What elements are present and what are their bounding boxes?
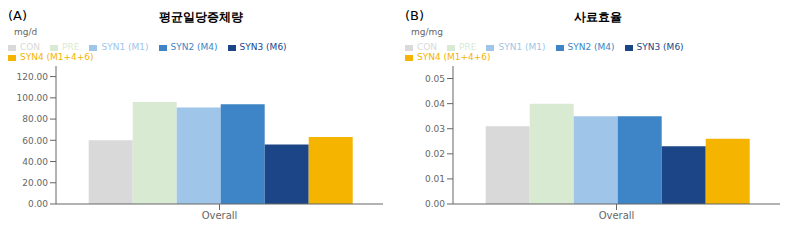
- svg-text:0.05: 0.05: [425, 74, 445, 84]
- html-text:SYN2 (M4): SYN2 (M4): [567, 42, 615, 52]
- svg-text:20.00: 20.00: [22, 178, 48, 188]
- html-text:SYN4 (M1+4+6): SYN4 (M1+4+6): [417, 52, 491, 62]
- svg-text:120.00: 120.00: [17, 72, 49, 82]
- svg-text:Overall: Overall: [599, 210, 635, 221]
- svg-text:0.03: 0.03: [425, 124, 445, 134]
- svg-text:0.00: 0.00: [28, 199, 48, 209]
- html-text:SYN3 (M6): SYN3 (M6): [239, 42, 287, 52]
- svg-text:60.00: 60.00: [22, 136, 48, 146]
- html-text:SYN1 (M1): SYN1 (M1): [498, 42, 546, 52]
- html-text:사료효율: 사료효율: [573, 10, 622, 24]
- html-text:mg/mg: mg/mg: [411, 27, 443, 37]
- html-text:평균일당증체량: 평균일당증체량: [158, 10, 243, 24]
- html-text:mg/d: mg/d: [14, 27, 38, 37]
- html-text:(B): (B): [405, 8, 425, 23]
- html-text:SYN2 (M4): SYN2 (M4): [170, 42, 218, 52]
- svg-text:100.00: 100.00: [17, 93, 49, 103]
- svg-text:0.01: 0.01: [425, 174, 445, 184]
- html-text:PRE: PRE: [62, 42, 80, 52]
- html-text:CON: CON: [20, 42, 41, 52]
- html-text:SYN1 (M1): SYN1 (M1): [101, 42, 149, 52]
- svg-text:0.00: 0.00: [425, 199, 445, 209]
- svg-text:0.04: 0.04: [425, 99, 445, 109]
- html-text:PRE: PRE: [459, 42, 477, 52]
- html-text:CON: CON: [417, 42, 438, 52]
- html-text:SYN3 (M6): SYN3 (M6): [636, 42, 684, 52]
- svg-text:0.02: 0.02: [425, 149, 445, 159]
- svg-text:Overall: Overall: [202, 210, 238, 221]
- svg-text:40.00: 40.00: [22, 157, 48, 167]
- html-text:(A): (A): [8, 8, 27, 23]
- html-text:SYN4 (M1+4+6): SYN4 (M1+4+6): [20, 52, 94, 62]
- svg-text:80.00: 80.00: [22, 114, 48, 124]
